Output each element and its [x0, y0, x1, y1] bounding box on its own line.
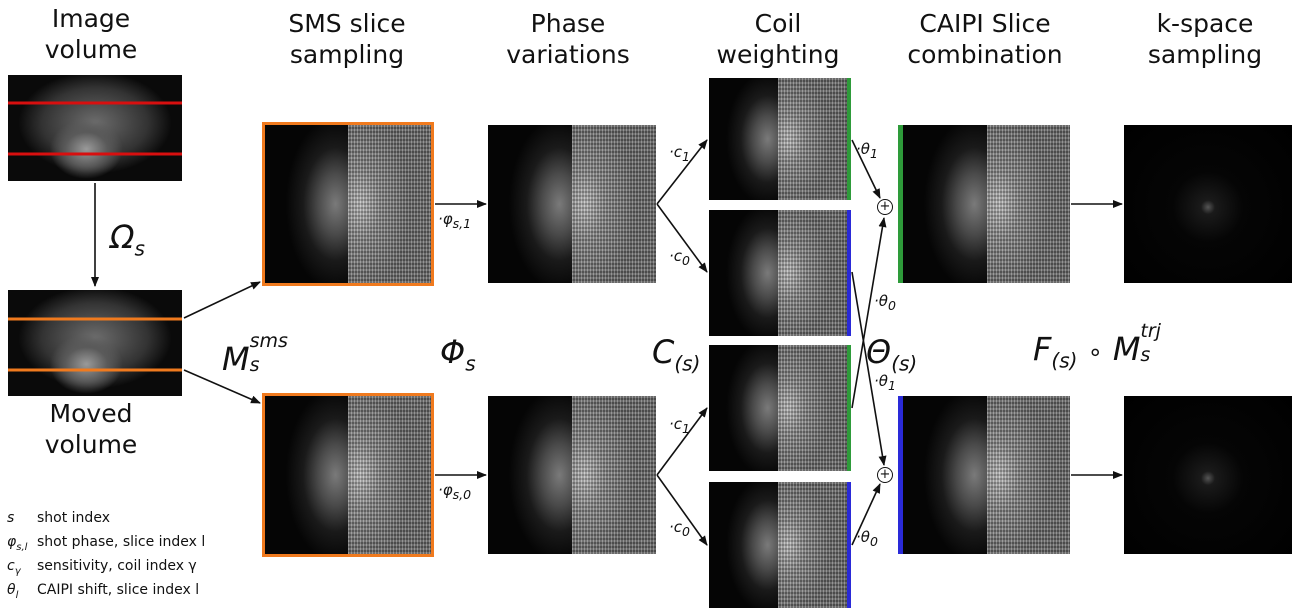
sms-panel-bottom: [262, 393, 434, 557]
theta0-bot-label: ·θ0: [856, 528, 878, 549]
legend-row-caipi: θl CAIPI shift, slice index l: [7, 582, 200, 601]
phi-s-label: Φs: [440, 333, 476, 376]
caipi-panel-top: [898, 125, 1070, 283]
kspace-panel-bottom: [1124, 396, 1292, 554]
legend-row-phase: φs,l shot phase, slice index l: [7, 534, 206, 553]
image-volume-slice: [8, 75, 182, 181]
legend: s shot index φs,l shot phase, slice index …: [7, 510, 267, 610]
theta1-top-label: ·θ1: [856, 140, 878, 161]
c0-bot-label: ·c0: [669, 518, 690, 539]
c-s-label: C(s): [652, 333, 701, 376]
theta0-mid-label: ·θ0: [874, 292, 896, 313]
coil-panel-1: [709, 78, 851, 200]
coil-panel-3: [709, 345, 851, 471]
theta1-mid-label: ·θ1: [874, 372, 896, 393]
c1-top-label: ·c1: [669, 143, 690, 164]
theta-s-label: Θ(s): [866, 333, 918, 376]
phase-panel-top: [488, 125, 656, 283]
phase-panel-bottom: [488, 396, 656, 554]
omega-label: Ωs: [110, 218, 145, 261]
moved-volume-slice: [8, 290, 182, 396]
header-caipi-slice-combination: CAIPI Slice combination: [907, 9, 1063, 69]
header-image-volume: Image volume: [44, 4, 138, 64]
c0-top-label: ·c0: [669, 247, 690, 268]
header-kspace-sampling: k-space sampling: [1147, 9, 1263, 69]
arrow-to-sms-top: [183, 281, 261, 319]
header-phase-variations: Phase variations: [506, 9, 630, 69]
phi-s1-label: ·φs,1: [438, 210, 472, 231]
kspace-panel-top: [1124, 125, 1292, 283]
caipi-panel-bottom: [898, 396, 1070, 554]
coil-panel-2: [709, 210, 851, 336]
label-moved-volume: Moved volume: [44, 399, 138, 459]
header-coil-weighting: Coil weighting: [716, 9, 840, 69]
legend-row-sensitivity: cγ sensitivity, coil index γ: [7, 558, 197, 577]
sum-node-top: +: [877, 199, 893, 215]
sum-node-bottom: +: [877, 467, 893, 483]
coil-panel-4: [709, 482, 851, 608]
c1-bot-label: ·c1: [669, 415, 690, 436]
sms-panel-top: [262, 122, 434, 286]
header-sms-slice-sampling: SMS slice sampling: [288, 9, 406, 69]
phi-s0-label: ·φs,0: [438, 481, 472, 502]
legend-row-shot: s shot index: [7, 510, 110, 526]
